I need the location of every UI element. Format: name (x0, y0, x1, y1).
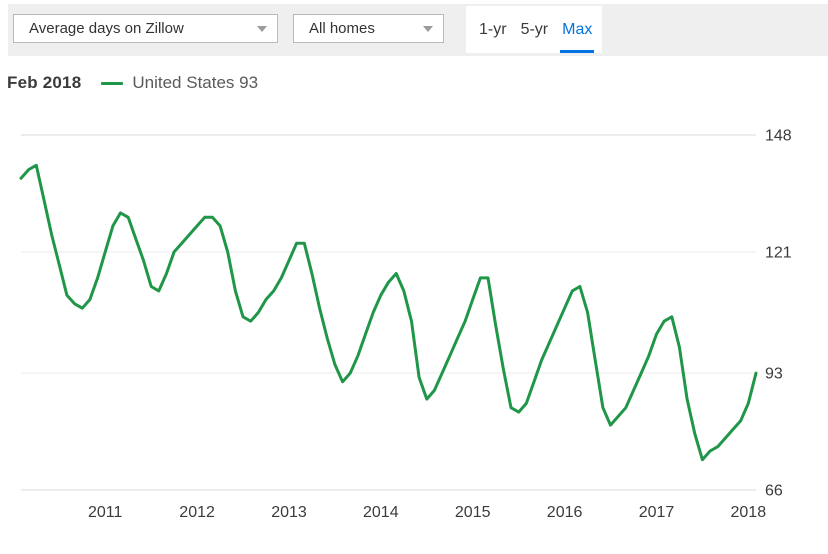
x-axis-tick-label: 2014 (363, 504, 399, 521)
hover-date-label: Feb 2018 (7, 73, 82, 92)
x-axis-tick-label: 2016 (547, 504, 583, 521)
y-axis-tick-label: 66 (765, 483, 783, 500)
chevron-down-icon (423, 25, 433, 32)
x-axis-tick-label: 2012 (179, 504, 215, 521)
series-color-dash (101, 81, 124, 85)
tab-1yr[interactable]: 1-yr (479, 20, 507, 38)
y-axis-tick-label: 93 (765, 366, 783, 383)
range-tab-group: 1-yr 5-yr Max (466, 6, 602, 53)
x-axis-tick-label: 2013 (271, 504, 307, 521)
series-legend-label: United States 93 (132, 73, 259, 92)
x-axis-tick-label: 2015 (455, 504, 491, 521)
x-axis-tick-label: 2017 (639, 504, 675, 521)
chart-toolbar: Average days on Zillow All homes 1-yr 5-… (8, 4, 828, 56)
metric-dropdown-value: Average days on Zillow (29, 20, 184, 37)
x-axis-tick-label: 2018 (731, 504, 767, 521)
chevron-down-icon (257, 25, 267, 32)
chart-legend: Feb 2018 United States 93 (7, 72, 258, 94)
home-type-dropdown[interactable]: All homes (293, 14, 444, 43)
tab-max[interactable]: Max (560, 6, 595, 53)
us-series-line (19, 163, 758, 462)
days-on-zillow-line-chart[interactable]: 148 121 93 66 2011 2012 2013 2014 2015 2016 2017 20… (0, 110, 828, 554)
tab-5yr[interactable]: 5-yr (520, 20, 549, 38)
x-axis-tick-label: 2011 (88, 504, 123, 521)
y-axis-tick-label: 121 (765, 244, 792, 261)
y-axis-tick-label: 148 (765, 128, 792, 145)
metric-dropdown[interactable]: Average days on Zillow (13, 14, 278, 43)
home-type-dropdown-value: All homes (309, 20, 375, 37)
